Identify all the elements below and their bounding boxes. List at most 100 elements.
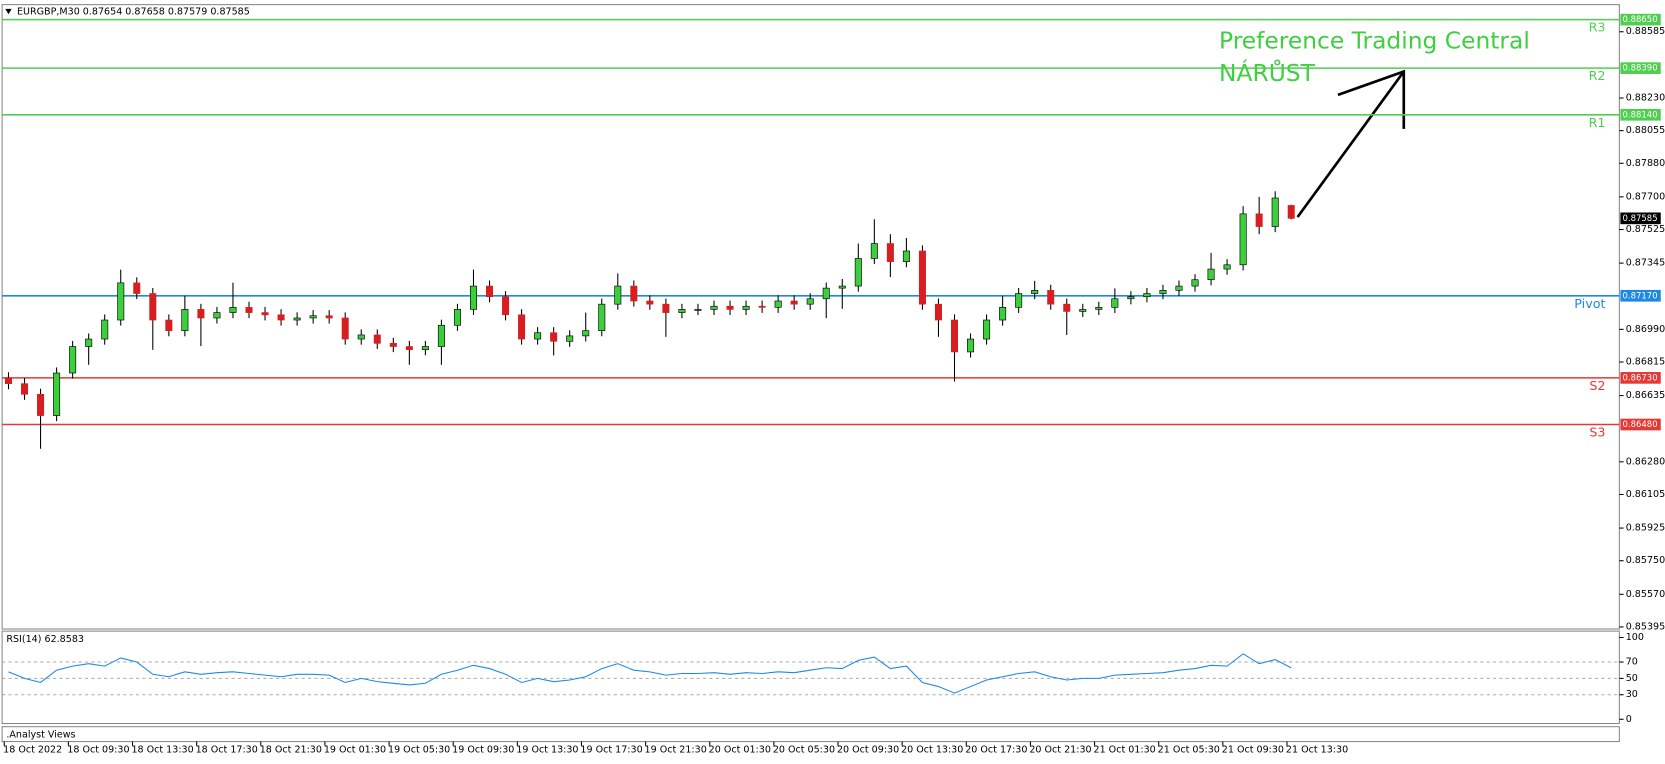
candle-body <box>630 285 638 302</box>
candle-body <box>999 307 1007 321</box>
level-price-label: 0.88390 <box>1623 64 1658 74</box>
x-tick-label: 21 Oct 13:30 <box>1286 745 1348 756</box>
candle-body <box>21 383 29 395</box>
candle-body <box>1111 298 1119 308</box>
candle-body <box>1143 293 1151 298</box>
y-tick-label: 0 <box>1626 714 1632 725</box>
x-tick-label: 20 Oct 05:30 <box>773 745 835 756</box>
level-price-label: 0.86480 <box>1623 420 1658 430</box>
candle-body <box>502 296 510 316</box>
x-tick-label: 20 Oct 09:30 <box>837 745 899 756</box>
candle-body <box>726 305 734 310</box>
rsi-panel <box>1 630 1620 725</box>
candle-body <box>566 335 574 342</box>
candle-body <box>165 319 173 331</box>
candle-body <box>790 300 798 305</box>
candle-body <box>245 307 253 313</box>
candle-body <box>421 346 429 351</box>
candle-body <box>325 315 333 319</box>
candle-body <box>1175 285 1183 291</box>
y-tick-label: 0.88230 <box>1626 92 1665 103</box>
candle-body <box>902 250 910 262</box>
level-name: Pivot <box>1574 297 1605 312</box>
level-name: R2 <box>1589 69 1606 84</box>
candle-body <box>1159 290 1167 294</box>
y-tick-label: 0.85925 <box>1626 523 1665 534</box>
y-tick-label: 0.88055 <box>1626 125 1665 136</box>
candle-body <box>213 312 221 319</box>
candle-body <box>117 282 125 321</box>
level-name: R3 <box>1589 21 1606 36</box>
candle-body <box>774 300 782 308</box>
candle-body <box>758 305 766 308</box>
y-tick-label: 0.86635 <box>1626 390 1665 401</box>
y-tick-label: 0.86280 <box>1626 456 1665 467</box>
candle-body <box>1271 197 1279 227</box>
x-tick-label: 19 Oct 13:30 <box>516 745 578 756</box>
candle-body <box>469 285 477 310</box>
candle-body <box>1095 307 1103 310</box>
x-tick-label: 21 Oct 09:30 <box>1222 745 1284 756</box>
symbol-header: EURGBP,M30 0.87654 0.87658 0.87579 0.875… <box>17 7 250 18</box>
candle-body <box>341 317 349 340</box>
annotation: Preference Trading Central <box>1219 26 1530 54</box>
candle-body <box>870 243 878 259</box>
y-tick-label: 0.86815 <box>1626 357 1665 368</box>
candle-body <box>1191 279 1199 287</box>
candle-body <box>373 334 381 344</box>
y-tick-label: 0.87700 <box>1626 191 1665 202</box>
level-price-box <box>1620 418 1661 431</box>
level-price-box <box>1620 372 1661 384</box>
level-price-label: 0.86730 <box>1623 373 1658 383</box>
analyst-panel <box>1 726 1620 743</box>
y-tick-label: 30 <box>1626 689 1638 700</box>
candle-body <box>229 307 237 313</box>
candle-body <box>983 319 991 340</box>
candle-body <box>277 314 285 321</box>
candle-body <box>934 303 942 321</box>
candle-body <box>53 372 61 416</box>
arrow <box>1296 69 1406 218</box>
y-tick-label: 0.85750 <box>1626 555 1665 566</box>
candle-body <box>261 312 269 316</box>
collapse-icon[interactable] <box>5 8 12 15</box>
rsi-line <box>8 653 1292 694</box>
x-tick-label: 20 Oct 13:30 <box>901 745 963 756</box>
x-tick-label: 20 Oct 17:30 <box>965 745 1027 756</box>
candle-body <box>149 293 157 321</box>
level-price-label: 0.88650 <box>1623 15 1658 25</box>
candle-body <box>614 285 622 305</box>
candle-body <box>742 305 750 310</box>
candle-body <box>1223 264 1231 270</box>
candle-body <box>437 324 445 347</box>
candle-body <box>1063 303 1071 312</box>
level-name: S2 <box>1589 379 1605 394</box>
candle-body <box>1207 268 1215 281</box>
y-tick-label: 0.86990 <box>1626 324 1665 335</box>
x-tick-label: 20 Oct 21:30 <box>1029 745 1091 756</box>
rsi-title: RSI(14) 62.8583 <box>6 634 84 645</box>
y-tick-label: 70 <box>1626 657 1638 668</box>
candle-body <box>1239 213 1247 266</box>
y-tick-label: 100 <box>1626 632 1644 643</box>
candle-body <box>662 303 670 313</box>
candle-body <box>838 285 846 289</box>
y-tick-label: 0.88585 <box>1626 26 1665 37</box>
candle-body <box>822 287 830 300</box>
candle-body <box>854 258 862 287</box>
x-tick-label: 19 Oct 01:30 <box>324 745 386 756</box>
x-tick-label: 19 Oct 17:30 <box>580 745 642 756</box>
candle-body <box>69 346 77 374</box>
x-tick-label: 18 Oct 2022 <box>3 745 62 756</box>
candle-body <box>133 282 141 294</box>
level-name: R1 <box>1589 116 1606 131</box>
candle-body <box>4 377 12 384</box>
candle-body <box>101 319 109 340</box>
x-tick-label: 18 Oct 17:30 <box>196 745 258 756</box>
candle-body <box>710 305 718 310</box>
candle-body <box>518 314 526 340</box>
candle-body <box>550 332 558 342</box>
level-price-label: 0.87170 <box>1623 291 1658 301</box>
